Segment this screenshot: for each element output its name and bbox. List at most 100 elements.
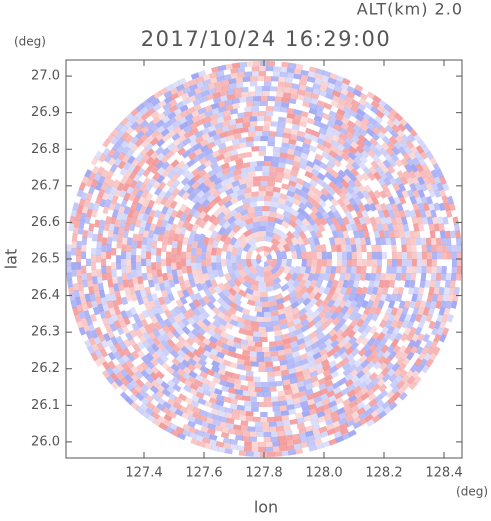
echo-cell (294, 291, 304, 300)
echo-cell (84, 339, 92, 349)
echo-cell (352, 88, 362, 97)
echo-cell (270, 315, 280, 322)
echo-cell (163, 229, 170, 239)
echo-cell (308, 403, 317, 411)
echo-cell (409, 279, 416, 288)
echo-cell (176, 368, 186, 377)
echo-cell (156, 384, 166, 393)
echo-cell (186, 251, 192, 259)
echo-cell (178, 116, 188, 125)
echo-cell (251, 259, 259, 269)
echo-cell (352, 421, 362, 430)
echo-cell (138, 226, 145, 235)
echo-cell (276, 91, 284, 98)
echo-cell (291, 250, 298, 260)
echo-cell (434, 279, 441, 288)
echo-cell (151, 129, 160, 139)
echo-cell (130, 365, 139, 375)
echo-cell (294, 370, 304, 378)
echo-cell (266, 253, 273, 259)
echo-cell (232, 224, 242, 234)
echo-cell (409, 195, 417, 205)
echo-cell (449, 230, 456, 239)
echo-cell (203, 350, 212, 359)
echo-cell (183, 125, 193, 134)
echo-cell (223, 212, 232, 222)
x-tick-label: 127.4 (125, 466, 162, 481)
echo-cell (191, 223, 200, 232)
echo-cell (373, 171, 382, 181)
echo-cell (296, 296, 305, 306)
echo-cell (279, 71, 288, 78)
echo-cell (145, 192, 153, 202)
echo-cell (400, 374, 410, 384)
echo-cell (342, 293, 350, 302)
echo-cell (196, 204, 206, 214)
echo-cell (376, 349, 385, 359)
echo-cell (267, 451, 275, 457)
echo-cell (195, 391, 205, 400)
echo-cell (109, 345, 118, 355)
echo-cell (227, 230, 236, 239)
echo-cell (255, 91, 263, 97)
echo-cell (202, 121, 212, 129)
echo-cell (429, 230, 436, 239)
echo-cell (192, 335, 201, 345)
echo-cell (312, 346, 322, 355)
echo-cell (196, 332, 206, 342)
echo-cell (254, 421, 263, 427)
echo-cell (356, 108, 366, 117)
echo-cell (185, 337, 195, 346)
echo-cell (310, 413, 319, 421)
echo-cell (316, 367, 325, 375)
echo-cell (356, 139, 366, 148)
echo-cell (146, 244, 152, 252)
echo-cell (309, 179, 318, 188)
echo-cell (113, 306, 121, 316)
echo-cell (238, 374, 247, 381)
echo-cell (104, 323, 112, 333)
echo-cell (345, 324, 355, 333)
echo-cell (192, 187, 201, 196)
echo-cell (135, 405, 145, 415)
echo-cell (387, 165, 396, 174)
echo-cell (345, 346, 354, 356)
echo-cell (231, 408, 240, 415)
echo-cell (362, 342, 372, 352)
echo-cell (201, 377, 210, 386)
echo-cell (340, 427, 349, 436)
echo-cell (328, 272, 336, 282)
echo-cell (277, 81, 286, 88)
echo-cell (222, 220, 231, 230)
echo-cell (100, 296, 108, 306)
echo-cell (419, 358, 428, 368)
echo-cell (131, 158, 140, 168)
echo-cell (341, 259, 348, 267)
echo-cell (83, 198, 91, 208)
echo-cell (278, 76, 286, 83)
echo-cell (270, 396, 279, 402)
echo-cell (439, 188, 447, 198)
echo-cell (280, 250, 287, 259)
echo-cell (279, 66, 288, 73)
echo-cell (246, 299, 256, 306)
echo-cell (165, 222, 173, 232)
echo-cell (397, 362, 407, 372)
echo-cell (329, 204, 338, 214)
echo-cell (279, 440, 288, 447)
echo-cell (205, 258, 212, 267)
echo-cell (382, 136, 391, 145)
echo-cell (272, 227, 282, 236)
echo-cell (272, 186, 281, 193)
echo-cell (264, 236, 273, 243)
echo-cell (130, 107, 140, 117)
echo-cell (228, 165, 237, 173)
echo-cell (144, 394, 154, 403)
echo-cell (403, 326, 412, 336)
echo-cell (430, 273, 437, 281)
echo-cell (179, 203, 188, 213)
echo-cell (188, 376, 197, 384)
echo-cell (233, 128, 242, 135)
echo-cell (408, 128, 418, 137)
echo-cell (231, 262, 238, 272)
